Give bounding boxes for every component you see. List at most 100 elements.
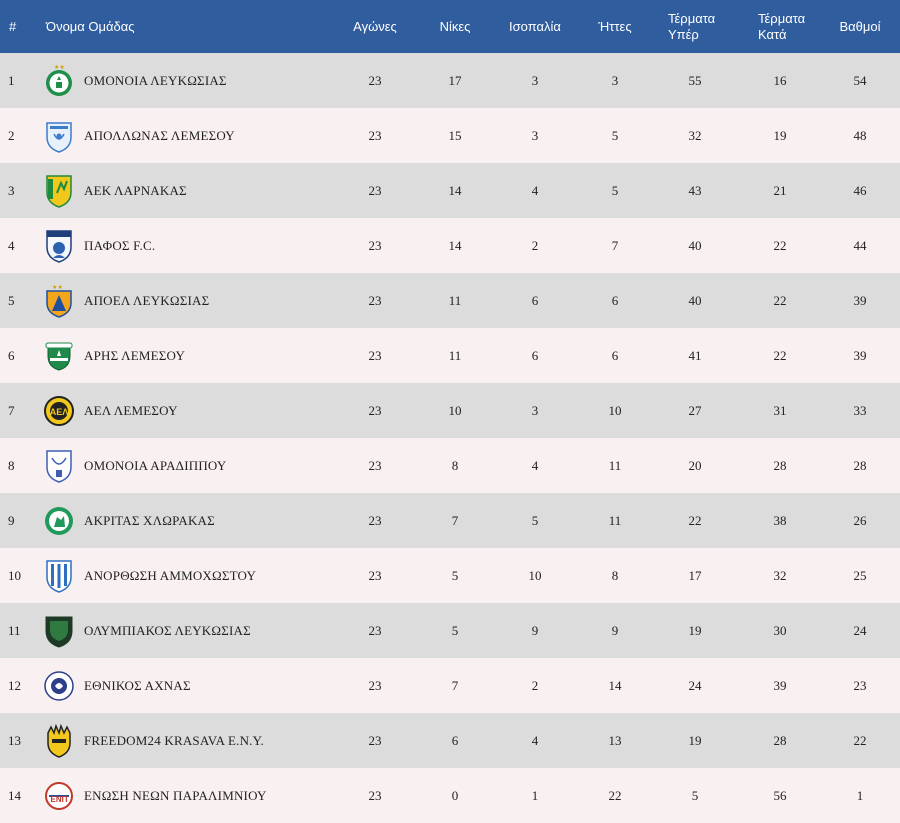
points-cell: 39 [853, 347, 867, 363]
ael-crest-icon: ΑΕΛ [44, 393, 74, 429]
team-name: ΑΡΗΣ ΛΕΜΕΣΟΥ [84, 347, 186, 363]
team-name: ΑΚΡΙΤΑΣ ΧΛΩΡΑΚΑΣ [84, 512, 215, 528]
losses-cell: 11 [608, 512, 622, 528]
akritas-crest-icon [44, 503, 74, 539]
team-name: ΕΝΩΣΗ ΝΕΩΝ ΠΑΡΑΛΙΜΝΙΟΥ [84, 787, 267, 803]
played-cell: 23 [368, 347, 382, 363]
losses-cell: 22 [608, 787, 622, 803]
points-cell: 24 [853, 622, 867, 638]
table-row: 7 ΑΕΛ ΑΕΛ ΛΕΜΕΣΟΥ 23 10 3 10 27 31 33 [0, 383, 900, 438]
team-link[interactable]: ΕΘΝΙΚΟΣ ΑΧΝΑΣ [44, 668, 326, 704]
goals-for-cell: 17 [688, 567, 702, 583]
rank-cell: 14 [8, 787, 21, 803]
losses-cell: 8 [611, 567, 619, 583]
wins-cell: 0 [451, 787, 459, 803]
omonoia-aradippou-crest-icon [44, 448, 74, 484]
losses-cell: 5 [611, 127, 619, 143]
table-row: 6 ΑΡΗΣ ΛΕΜΕΣΟΥ 23 11 6 6 41 22 39 [0, 328, 900, 383]
points-cell: 48 [853, 127, 867, 143]
played-cell: 23 [368, 567, 382, 583]
goals-against-cell: 28 [773, 732, 787, 748]
table-row: 11 ΟΛΥΜΠΙΑΚΟΣ ΛΕΥΚΩΣΙΑΣ 23 5 9 9 19 30 24 [0, 603, 900, 658]
team-cell: ΟΛΥΜΠΙΑΚΟΣ ΛΕΥΚΩΣΙΑΣ [40, 603, 330, 658]
losses-cell: 6 [611, 292, 619, 308]
table-row: 8 ΟΜΟΝΟΙΑ ΑΡΑΔΙΠΠΟΥ 23 8 4 11 20 28 28 [0, 438, 900, 493]
draws-cell: 1 [531, 787, 539, 803]
goals-against-cell: 22 [773, 237, 787, 253]
table-row: 1 ★★ ΟΜΟΝΟΙΑ ΛΕΥΚΩΣΙΑΣ 23 17 3 3 55 16 54 [0, 53, 900, 108]
goals-for-cell: 43 [688, 182, 702, 198]
header-losses: Ήττες [598, 18, 632, 34]
wins-cell: 8 [451, 457, 459, 473]
team-link[interactable]: ΑΠΟΛΛΩΝΑΣ ΛΕΜΕΣΟΥ [44, 118, 326, 154]
header-draws: Ισοπαλία [509, 18, 561, 34]
goals-for-cell: 22 [688, 512, 702, 528]
team-link[interactable]: ΑΚΡΙΤΑΣ ΧΛΩΡΑΚΑΣ [44, 503, 326, 539]
team-cell: ENΠ ΕΝΩΣΗ ΝΕΩΝ ΠΑΡΑΛΙΜΝΙΟΥ [40, 768, 330, 823]
losses-cell: 5 [611, 182, 619, 198]
goals-for-cell: 55 [688, 72, 702, 88]
played-cell: 23 [368, 732, 382, 748]
draws-cell: 3 [531, 402, 539, 418]
svg-text:ΑΕΛ: ΑΕΛ [50, 407, 69, 417]
draws-cell: 4 [531, 182, 539, 198]
points-cell: 1 [856, 787, 864, 803]
team-link[interactable]: ΑΡΗΣ ΛΕΜΕΣΟΥ [44, 338, 326, 374]
goals-against-cell: 16 [773, 72, 787, 88]
aek-crest-icon [44, 173, 74, 209]
team-name: ΑΠΟΛΛΩΝΑΣ ΛΕΜΕΣΟΥ [84, 127, 235, 143]
krasava-crest-icon [44, 723, 74, 759]
header-goals-against-line1: Τέρματα [758, 10, 806, 26]
team-link[interactable]: ΟΛΥΜΠΙΑΚΟΣ ΛΕΥΚΩΣΙΑΣ [44, 613, 326, 649]
rank-cell: 1 [8, 72, 15, 88]
team-link[interactable]: ΑΕΚ ΛΑΡΝΑΚΑΣ [44, 173, 326, 209]
losses-cell: 11 [608, 457, 622, 473]
apoel-crest-icon: ★★ [44, 283, 74, 319]
team-cell: ΑΠΟΛΛΩΝΑΣ ΛΕΜΕΣΟΥ [40, 108, 330, 163]
played-cell: 23 [368, 677, 382, 693]
team-link[interactable]: ENΠ ΕΝΩΣΗ ΝΕΩΝ ΠΑΡΑΛΙΜΝΙΟΥ [44, 778, 326, 814]
goals-for-cell: 32 [688, 127, 702, 143]
team-cell: ΟΜΟΝΟΙΑ ΑΡΑΔΙΠΠΟΥ [40, 438, 330, 493]
points-cell: 28 [853, 457, 867, 473]
wins-cell: 14 [448, 182, 462, 198]
rank-cell: 6 [8, 347, 15, 363]
header-row: # Όνομα Ομάδας Αγώνες Νίκες Ισοπαλία Ήττ… [0, 0, 900, 53]
team-cell: ΑΝΟΡΘΩΣΗ ΑΜΜΟΧΩΣΤΟΥ [40, 548, 330, 603]
wins-cell: 7 [451, 677, 459, 693]
losses-cell: 9 [611, 622, 619, 638]
rank-cell: 8 [8, 457, 15, 473]
played-cell: 23 [368, 127, 382, 143]
table-row: 5 ★★ ΑΠΟΕΛ ΛΕΥΚΩΣΙΑΣ 23 11 6 6 40 22 39 [0, 273, 900, 328]
goals-for-cell: 19 [688, 732, 702, 748]
anorthosis-crest-icon [44, 558, 74, 594]
team-cell: ΕΘΝΙΚΟΣ ΑΧΝΑΣ [40, 658, 330, 713]
team-cell: ★★ ΑΠΟΕΛ ΛΕΥΚΩΣΙΑΣ [40, 273, 330, 328]
olympiakos-crest-icon [44, 613, 74, 649]
goals-for-cell: 20 [688, 457, 702, 473]
team-cell: ΑΡΗΣ ΛΕΜΕΣΟΥ [40, 328, 330, 383]
draws-cell: 3 [531, 127, 539, 143]
team-link[interactable]: ΠΑΦΟΣ F.C. [44, 228, 326, 264]
goals-against-cell: 30 [773, 622, 787, 638]
team-link[interactable]: ΑΕΛ ΑΕΛ ΛΕΜΕΣΟΥ [44, 393, 326, 429]
team-name: ΟΜΟΝΟΙΑ ΛΕΥΚΩΣΙΑΣ [84, 72, 227, 88]
table-row: 9 ΑΚΡΙΤΑΣ ΧΛΩΡΑΚΑΣ 23 7 5 11 22 38 26 [0, 493, 900, 548]
team-name: FREEDOM24 KRASAVA E.N.Y. [84, 732, 264, 748]
rank-cell: 11 [8, 622, 21, 638]
wins-cell: 14 [448, 237, 462, 253]
team-cell: ΑΕΛ ΑΕΛ ΛΕΜΕΣΟΥ [40, 383, 330, 438]
losses-cell: 7 [611, 237, 619, 253]
team-link[interactable]: ★★ ΑΠΟΕΛ ΛΕΥΚΩΣΙΑΣ [44, 283, 326, 319]
goals-for-cell: 24 [688, 677, 702, 693]
team-link[interactable]: ΑΝΟΡΘΩΣΗ ΑΜΜΟΧΩΣΤΟΥ [44, 558, 326, 594]
team-cell: ★★ ΟΜΟΝΟΙΑ ΛΕΥΚΩΣΙΑΣ [40, 53, 330, 108]
team-link[interactable]: ΟΜΟΝΟΙΑ ΑΡΑΔΙΠΠΟΥ [44, 448, 326, 484]
wins-cell: 7 [451, 512, 459, 528]
goals-against-cell: 32 [773, 567, 787, 583]
team-name: ΑΕΚ ΛΑΡΝΑΚΑΣ [84, 182, 187, 198]
team-link[interactable]: ★★ ΟΜΟΝΟΙΑ ΛΕΥΚΩΣΙΑΣ [44, 63, 326, 99]
team-link[interactable]: FREEDOM24 KRASAVA E.N.Y. [44, 723, 326, 759]
losses-cell: 13 [608, 732, 622, 748]
header-goals-against-line2: Κατά [758, 26, 787, 42]
